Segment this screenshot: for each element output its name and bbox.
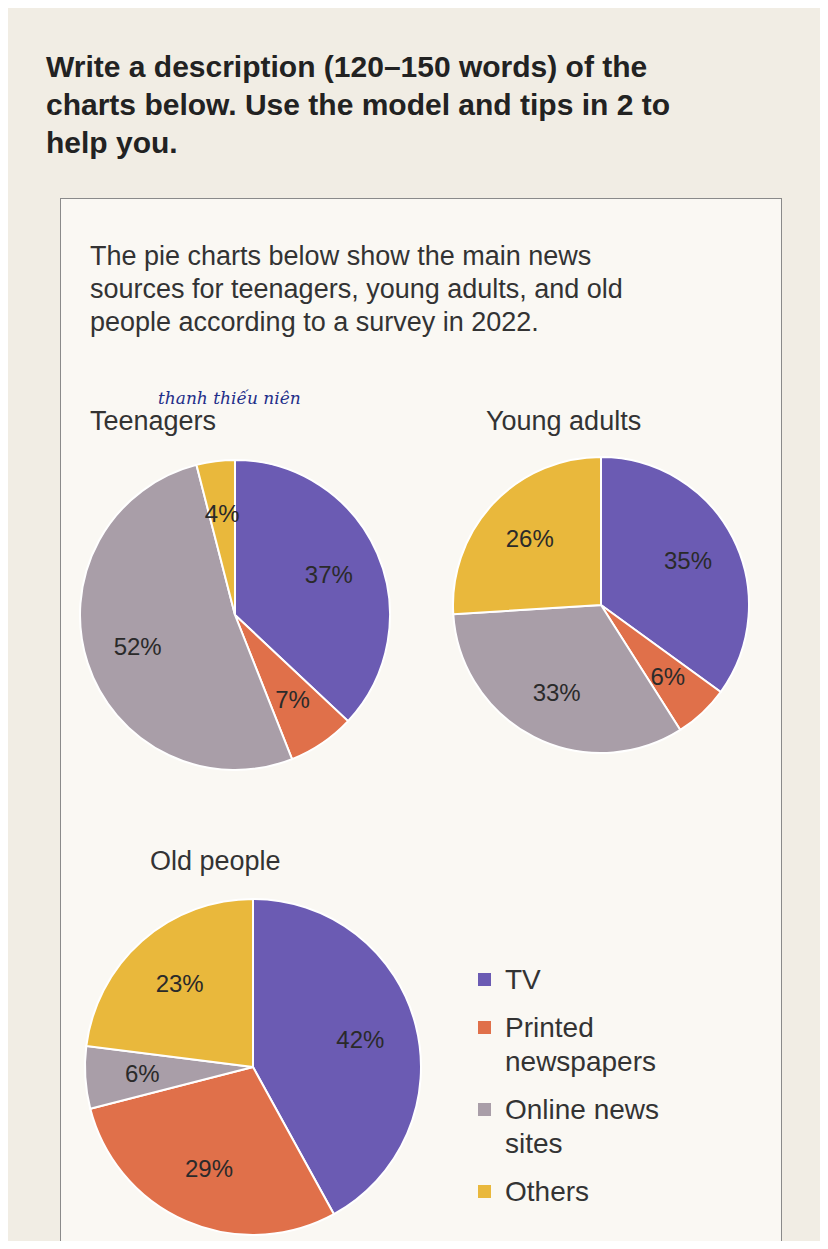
svg-text:26%: 26% bbox=[506, 525, 554, 552]
html-text:The pie charts below show the: The pie charts below show the main news … bbox=[90, 241, 623, 337]
svg-text:29%: 29% bbox=[185, 1155, 233, 1182]
html-text:Write a description (120–150 w: Write a description (120–150 words) of t… bbox=[46, 50, 670, 159]
svg-text:37%: 37% bbox=[305, 561, 353, 588]
svg-text:6%: 6% bbox=[125, 1060, 160, 1087]
html-text:Teenagers: Teenagers bbox=[90, 406, 217, 436]
html-text:TV: TV bbox=[505, 964, 541, 995]
svg-text:6%: 6% bbox=[651, 663, 686, 690]
svg-text:52%: 52% bbox=[114, 633, 162, 660]
html-text:Old people: Old people bbox=[150, 846, 281, 876]
html-text:Young adults: Young adults bbox=[486, 406, 642, 436]
html-text:Others: Others bbox=[505, 1176, 589, 1207]
html-text:Online news sites: Online news sites bbox=[505, 1094, 660, 1159]
svg-text:4%: 4% bbox=[205, 500, 240, 527]
svg-text:7%: 7% bbox=[275, 686, 310, 713]
html-text:thanh thiếu niên: thanh thiếu niên bbox=[158, 388, 301, 408]
svg-text:23%: 23% bbox=[156, 970, 204, 997]
html-text:Printed newspapers: Printed newspapers bbox=[505, 1012, 656, 1077]
svg-text:35%: 35% bbox=[664, 547, 712, 574]
svg-text:42%: 42% bbox=[336, 1026, 384, 1053]
svg-text:33%: 33% bbox=[533, 679, 581, 706]
